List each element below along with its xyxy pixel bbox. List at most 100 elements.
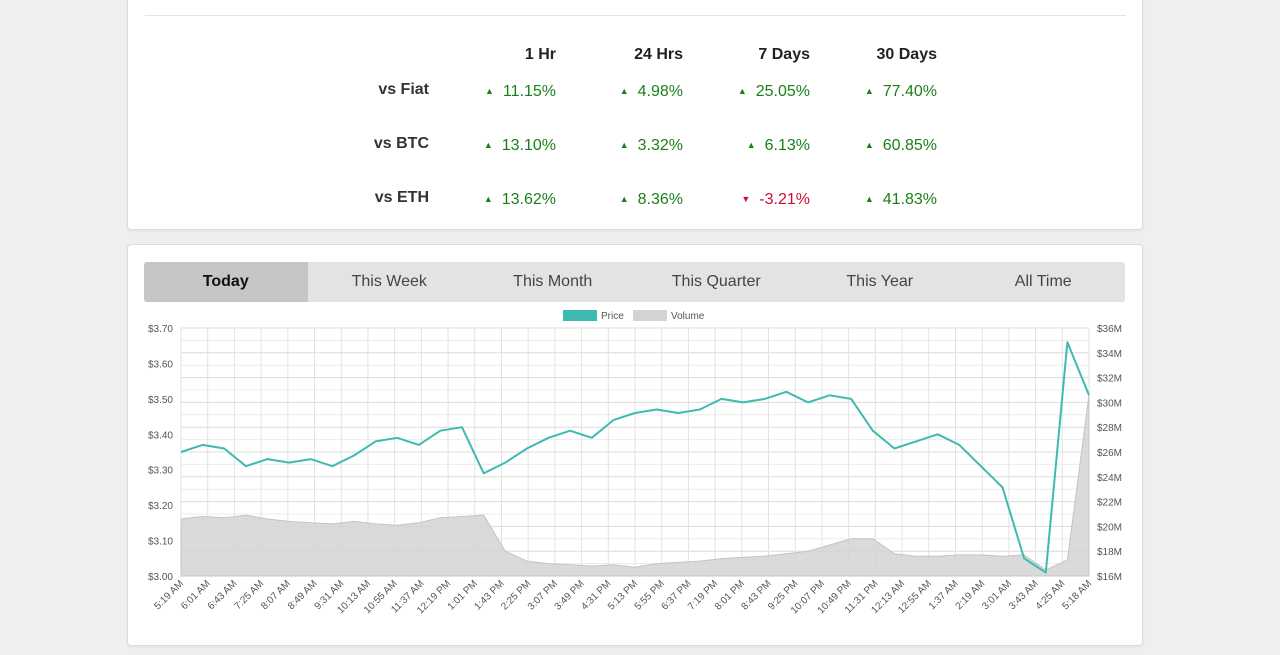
y-left-tick: $3.00 (148, 572, 173, 583)
change-cell: ▲ 4.98% (553, 83, 683, 101)
y-left-tick: $3.40 (148, 430, 173, 441)
y-right-tick: $18M (1097, 547, 1122, 558)
performance-card: 1 Hr 24 Hrs 7 Days 30 Days vs Fiat vs BT… (127, 0, 1143, 230)
tab-today[interactable]: Today (144, 262, 308, 302)
change-cell: ▲ 13.62% (426, 191, 556, 209)
x-tick: 1:43 PM (472, 578, 506, 612)
x-tick: 3:43 AM (1007, 578, 1041, 612)
change-value: 6.13% (764, 137, 810, 154)
x-tick: 9:25 PM (766, 578, 800, 612)
divider (145, 15, 1126, 16)
change-cell: ▲ 11.15% (426, 83, 556, 101)
tab-this-quarter[interactable]: This Quarter (671, 273, 761, 290)
x-tick: 8:49 AM (286, 578, 320, 612)
x-tick: 6:37 PM (659, 578, 693, 612)
x-tick: 1:01 PM (446, 578, 480, 612)
legend-label: Volume (671, 311, 705, 322)
volume-area (180, 394, 1090, 577)
x-tick: 2:25 PM (499, 578, 533, 612)
change-value: 11.15% (502, 83, 556, 100)
y-right-tick: $34M (1097, 349, 1122, 360)
change-value: 41.83% (882, 191, 937, 208)
x-tick: 11:37 AM (389, 578, 426, 615)
x-tick: 6:43 AM (206, 578, 240, 612)
change-value: 8.36% (637, 191, 683, 208)
legend-swatch (633, 310, 667, 321)
y-left-tick: $3.20 (148, 501, 173, 512)
arrow-down-icon: ▼ (741, 194, 751, 204)
row-label-fiat: vs Fiat (378, 81, 429, 98)
price-line (180, 341, 1090, 574)
column-header-24hrs: 24 Hrs (634, 46, 683, 63)
change-value: 13.62% (501, 191, 556, 208)
x-tick: 4:25 AM (1034, 578, 1068, 612)
y-left-tick: $3.60 (148, 359, 173, 370)
change-value: 3.32% (637, 137, 683, 154)
y-left-tick: $3.30 (148, 466, 173, 477)
change-cell: ▲ 25.05% (680, 83, 810, 101)
column-header-7days: 7 Days (758, 46, 810, 63)
arrow-up-icon: ▲ (864, 140, 874, 150)
x-tick: 5:55 PM (633, 578, 667, 612)
change-value: 25.05% (755, 83, 810, 100)
arrow-up-icon: ▲ (619, 140, 629, 150)
arrow-up-icon: ▲ (483, 140, 493, 150)
change-value: 77.40% (882, 83, 937, 100)
change-cell: ▲ 60.85% (807, 137, 937, 155)
x-tick: 6:01 AM (179, 578, 213, 612)
arrow-up-icon: ▲ (485, 86, 494, 96)
x-tick: 12:13 AM (870, 578, 908, 616)
arrow-up-icon: ▲ (746, 140, 756, 150)
tab-this-year[interactable]: This Year (846, 273, 914, 290)
x-tick: 10:07 PM (789, 578, 827, 616)
change-cell: ▲ 8.36% (553, 191, 683, 209)
y-right-tick: $30M (1097, 398, 1122, 409)
y-right-tick: $16M (1097, 572, 1122, 583)
tab-this-week[interactable]: This Week (351, 273, 427, 290)
change-cell: ▲ 13.10% (426, 137, 556, 155)
x-tick: 5:13 PM (606, 578, 640, 612)
y-right-tick: $32M (1097, 374, 1122, 385)
arrow-up-icon: ▲ (737, 86, 747, 96)
y-right-tick: $28M (1097, 423, 1122, 434)
change-cell: ▼ -3.21% (680, 191, 810, 209)
x-tick: 10:55 AM (362, 578, 400, 616)
x-tick: 1:37 AM (927, 578, 961, 612)
row-label-btc: vs BTC (373, 135, 429, 152)
y-right-tick: $36M (1097, 324, 1122, 335)
time-range-tabs: Today This Week This Month This Quarter This… (144, 262, 1125, 302)
x-tick: 12:19 PM (415, 578, 453, 616)
x-tick: 8:07 AM (259, 578, 293, 612)
price-volume-chart: Price Volume $3.00 $3.10 $3.20 $3.30 $3.40 $3.5… (148, 310, 1122, 616)
y-right-tick: $22M (1097, 498, 1122, 509)
tab-this-month[interactable]: This Month (513, 273, 593, 290)
change-value: -3.21% (759, 191, 810, 208)
change-cell: ▲ 6.13% (680, 137, 810, 155)
change-cell: ▲ 3.32% (553, 137, 683, 155)
y-left-tick: $3.50 (148, 395, 173, 406)
x-tick: 10:13 AM (335, 578, 373, 616)
x-tick: 8:01 PM (713, 578, 747, 612)
y-right-tick: $20M (1097, 522, 1122, 533)
column-header-1hr: 1 Hr (524, 46, 556, 63)
y-right-tick: $24M (1097, 473, 1122, 484)
row-label-eth: vs ETH (374, 189, 429, 206)
x-tick: 4:31 PM (579, 578, 613, 612)
arrow-up-icon: ▲ (483, 194, 493, 204)
x-tick: 5:19 AM (152, 578, 186, 612)
arrow-up-icon: ▲ (864, 194, 874, 204)
chart-card: Today This Week This Month This Quarter This… (127, 244, 1143, 646)
change-value: 4.98% (637, 83, 683, 100)
arrow-up-icon: ▲ (864, 86, 874, 96)
x-tick: 11:31 PM (843, 578, 881, 616)
x-tick: 12:55 AM (896, 578, 934, 616)
x-tick: 9:31 AM (313, 578, 347, 612)
x-tick: 5:18 AM (1060, 578, 1094, 612)
x-tick: 3:01 AM (980, 578, 1014, 612)
column-header-30days: 30 Days (876, 46, 938, 63)
y-right-tick: $26M (1097, 448, 1122, 459)
x-tick: 10:49 PM (816, 578, 854, 616)
tab-all-time[interactable]: All Time (1014, 273, 1072, 290)
legend-swatch (563, 310, 597, 321)
legend-label: Price (601, 311, 624, 322)
